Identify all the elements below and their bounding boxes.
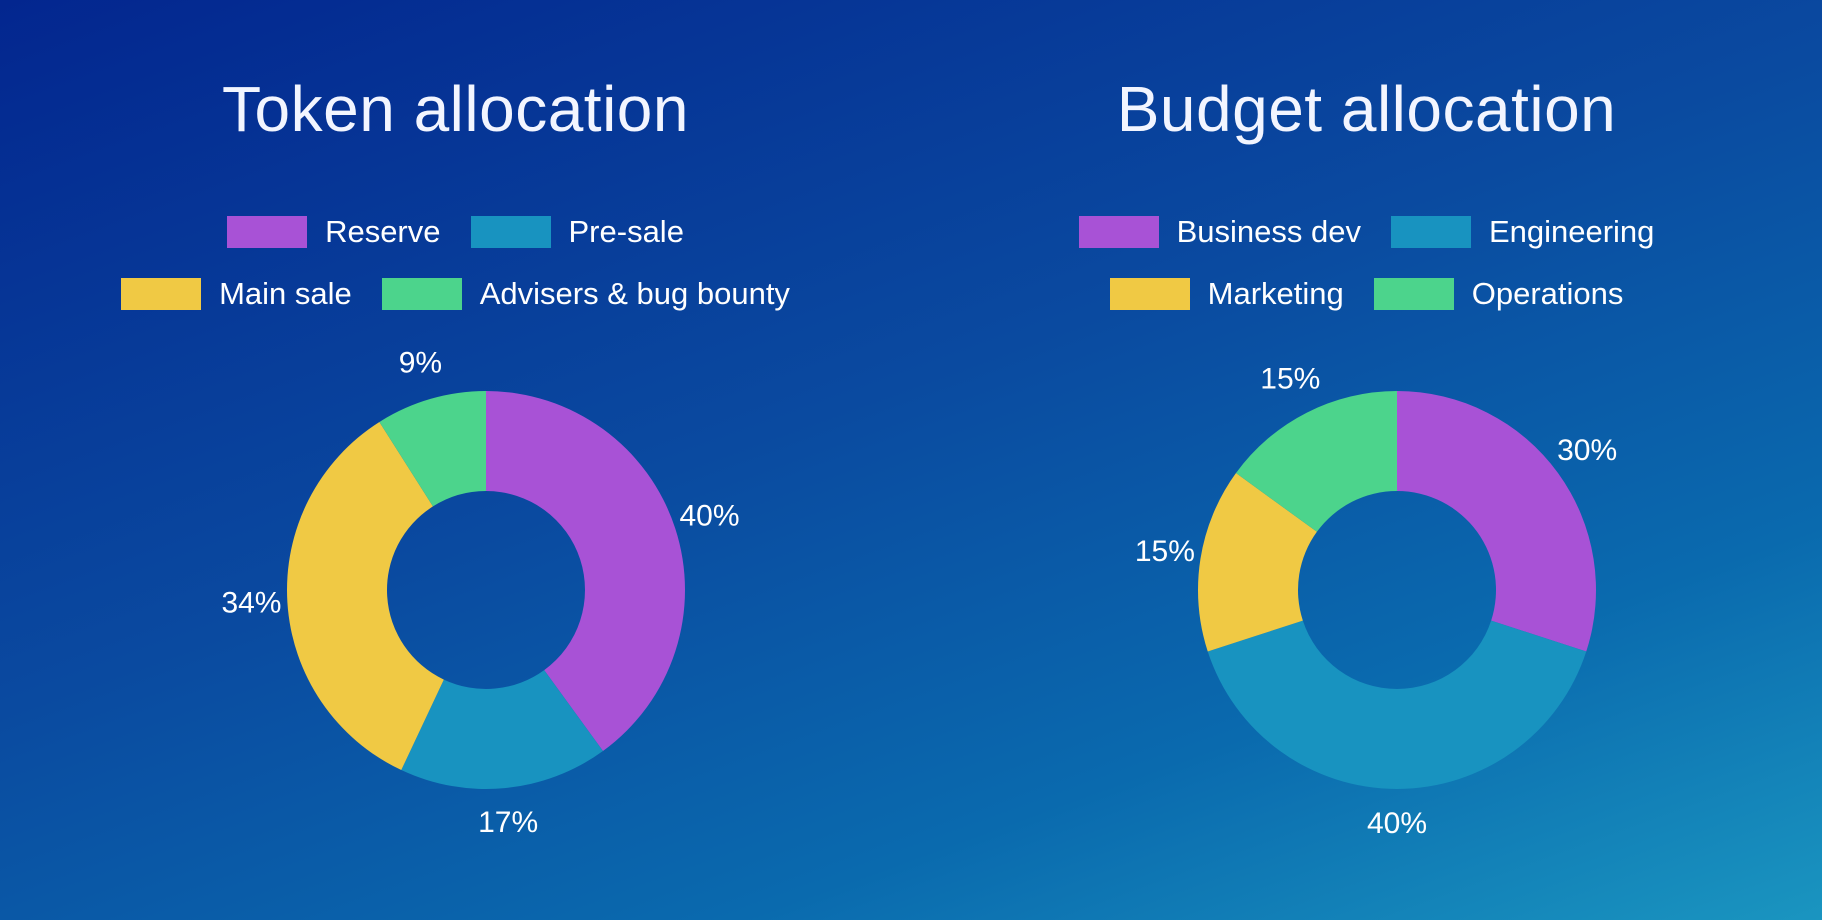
slice-advisers-bug-bounty (379, 391, 486, 507)
legend-swatch (1373, 278, 1454, 310)
legend-item-operations: Operations (1373, 274, 1624, 314)
legend-label: Advisers & bug bounty (479, 276, 790, 311)
legend-swatch (227, 216, 308, 248)
legend-swatch (1109, 278, 1190, 310)
legend-swatch (1078, 216, 1159, 248)
slice-engineering (1207, 620, 1587, 790)
legend-swatch (1390, 216, 1471, 248)
budget-allocation-donut: 30% 40% 15% 15% (1135, 363, 1617, 840)
legend-item-marketing: Marketing (1109, 274, 1344, 314)
token-allocation-donut: 40% 17% 34% 9% (221, 346, 739, 839)
legend-label: Pre-sale (568, 214, 684, 249)
slice-label-main-sale: 34% (221, 587, 281, 620)
slice-label-advisers-bug-bounty: 9% (399, 346, 442, 379)
legend-swatch (121, 278, 202, 310)
legend-item-pre-sale: Pre-sale (470, 212, 684, 252)
legend-swatch (381, 278, 462, 310)
legend-label: Engineering (1488, 214, 1655, 249)
slice-label-business-dev: 30% (1557, 434, 1617, 467)
chart-title: Token allocation (222, 73, 689, 145)
legend-label: Marketing (1207, 276, 1344, 311)
legend: Reserve Pre-sale Main sale Advisers & bu… (0, 212, 911, 314)
slice-label-pre-sale: 17% (478, 806, 538, 839)
slice-label-engineering: 40% (1367, 807, 1427, 840)
slice-reserve (486, 391, 685, 751)
legend-label: Business dev (1176, 214, 1361, 249)
legend-item-main-sale: Main sale (121, 274, 352, 314)
budget-allocation-panel: Budget allocation Business dev Engineeri… (911, 0, 1822, 920)
legend: Business dev Engineering Marketing Opera… (911, 212, 1822, 314)
slice-operations (1236, 391, 1397, 532)
legend-item-engineering: Engineering (1390, 212, 1655, 252)
slice-label-operations: 15% (1260, 363, 1320, 396)
slice-label-reserve: 40% (679, 499, 739, 532)
slice-main-sale (286, 421, 444, 771)
slice-pre-sale (401, 670, 603, 789)
legend-label: Reserve (325, 214, 441, 249)
slice-label-marketing: 15% (1135, 535, 1195, 568)
token-allocation-panel: Token allocation Reserve Pre-sale Main s… (0, 73, 911, 839)
legend-item-reserve: Reserve (227, 212, 441, 252)
slice-marketing (1198, 473, 1317, 652)
slice-business-dev (1397, 391, 1596, 652)
legend-item-advisers-bug-bounty: Advisers & bug bounty (381, 274, 790, 314)
chart-title: Budget allocation (1116, 73, 1617, 145)
legend-item-business-dev: Business dev (1078, 212, 1361, 252)
legend-swatch (470, 216, 551, 248)
legend-label: Operations (1471, 276, 1624, 311)
legend-label: Main sale (219, 276, 352, 311)
